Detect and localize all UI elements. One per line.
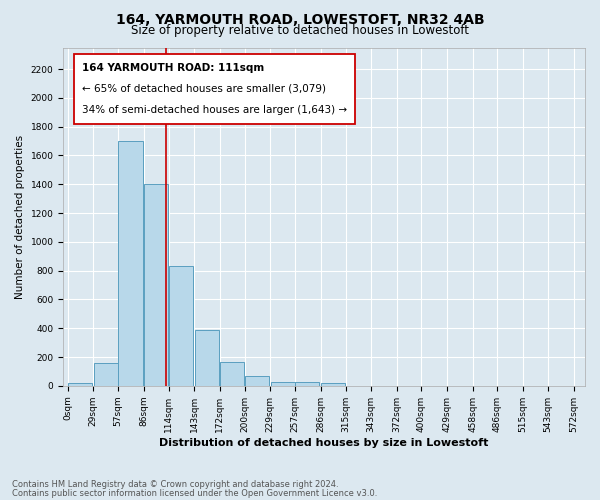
Bar: [245, 376, 269, 386]
FancyBboxPatch shape: [74, 54, 355, 124]
Bar: [68, 383, 92, 386]
Bar: [295, 382, 319, 386]
Bar: [271, 382, 295, 386]
Text: 164, YARMOUTH ROAD, LOWESTOFT, NR32 4AB: 164, YARMOUTH ROAD, LOWESTOFT, NR32 4AB: [116, 12, 484, 26]
Bar: [194, 330, 218, 386]
Text: Contains public sector information licensed under the Open Government Licence v3: Contains public sector information licen…: [12, 489, 377, 498]
Bar: [321, 383, 345, 386]
Bar: [144, 184, 168, 386]
Text: ← 65% of detached houses are smaller (3,079): ← 65% of detached houses are smaller (3,…: [82, 83, 326, 93]
Text: 34% of semi-detached houses are larger (1,643) →: 34% of semi-detached houses are larger (…: [82, 105, 347, 115]
Bar: [118, 141, 143, 386]
Y-axis label: Number of detached properties: Number of detached properties: [15, 134, 25, 298]
Bar: [94, 363, 118, 386]
X-axis label: Distribution of detached houses by size in Lowestoft: Distribution of detached houses by size …: [160, 438, 489, 448]
Text: Size of property relative to detached houses in Lowestoft: Size of property relative to detached ho…: [131, 24, 469, 37]
Text: 164 YARMOUTH ROAD: 111sqm: 164 YARMOUTH ROAD: 111sqm: [82, 62, 264, 72]
Text: Contains HM Land Registry data © Crown copyright and database right 2024.: Contains HM Land Registry data © Crown c…: [12, 480, 338, 489]
Bar: [220, 362, 244, 386]
Bar: [169, 266, 193, 386]
